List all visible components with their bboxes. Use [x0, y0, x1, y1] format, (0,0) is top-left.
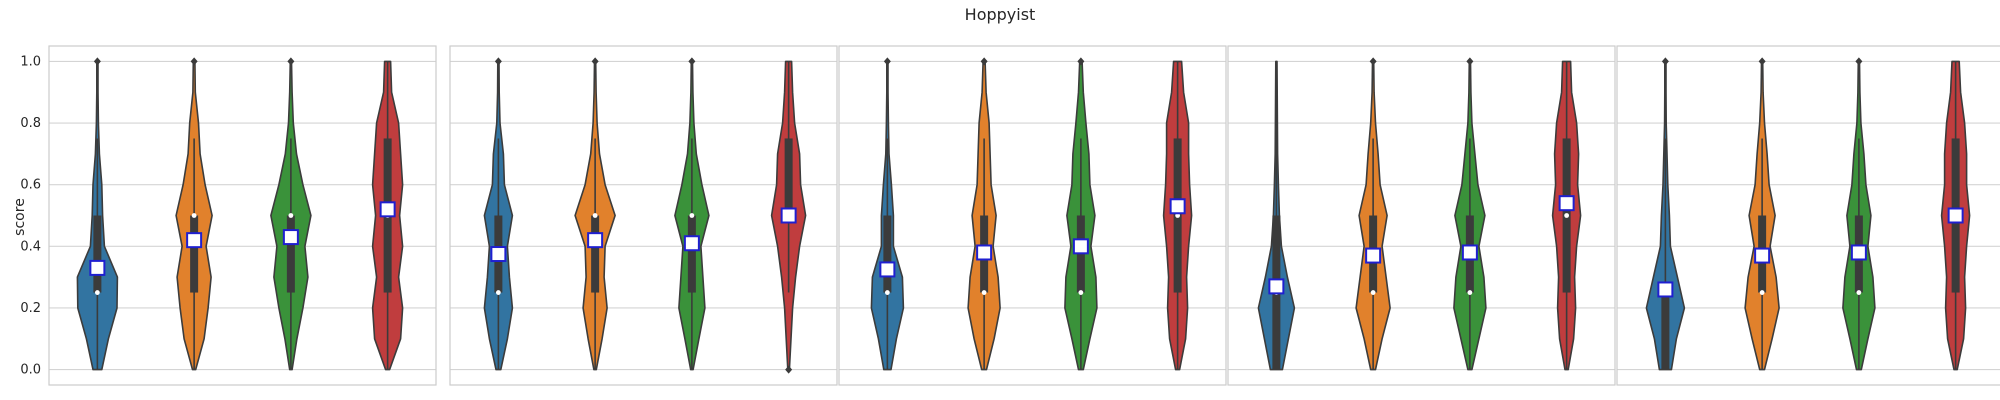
- violin-mean-marker: [89, 259, 106, 276]
- violin-outlier: [1661, 57, 1669, 66]
- violin-mean-marker: [379, 201, 396, 218]
- violin-mean-marker: [282, 229, 299, 246]
- violin-mean-marker: [1558, 195, 1575, 212]
- violin-median: [1175, 213, 1181, 218]
- violin-iqr-box: [687, 215, 696, 293]
- violin-median: [288, 213, 294, 218]
- violin-outlier: [93, 57, 101, 66]
- violin-mean-marker: [1072, 238, 1089, 255]
- y-axis-label: score: [12, 198, 28, 236]
- violin-median: [1370, 290, 1376, 295]
- violin-mean-marker: [1947, 207, 1964, 224]
- panel-frame: [449, 45, 838, 386]
- violin-iqr-box: [1661, 292, 1670, 370]
- violin-median: [592, 213, 598, 218]
- violin-median: [191, 213, 197, 218]
- violin-mean-marker: [490, 246, 507, 263]
- violin-mean-marker: [976, 244, 993, 261]
- violin-mean-marker: [1461, 244, 1478, 261]
- panel-5: [1616, 45, 2000, 386]
- violin-iqr-box: [93, 215, 102, 293]
- violin-mean-marker: [1850, 244, 1867, 261]
- y-tick-label: 1.0: [20, 54, 41, 69]
- panel-frame: [838, 45, 1227, 386]
- violin-median: [1467, 290, 1473, 295]
- violin-mean-marker: [186, 232, 203, 249]
- violin-median: [495, 290, 501, 295]
- y-tick-label: 0.6: [20, 178, 41, 193]
- violin-mean-marker: [683, 235, 700, 252]
- violin-iqr-box: [591, 215, 600, 293]
- violin-mean-marker: [879, 261, 896, 278]
- violin-mean-marker: [1365, 247, 1382, 264]
- violin-median: [1759, 290, 1765, 295]
- y-tick-label: 0.2: [20, 301, 41, 316]
- violin-outlier: [1855, 57, 1863, 66]
- violin-outlier: [591, 57, 599, 66]
- violin-median: [981, 290, 987, 295]
- violin-mean-marker: [1657, 281, 1674, 298]
- violin-mean-marker: [780, 207, 797, 224]
- violin-mean-marker: [1268, 278, 1285, 295]
- violin-outlier: [785, 365, 793, 374]
- panel-3: [838, 45, 1227, 386]
- chart-title: Hoppyist: [965, 5, 1036, 24]
- y-tick-label: 0.0: [20, 363, 41, 378]
- violin-median: [884, 290, 890, 295]
- panel-2: [449, 45, 838, 386]
- panel-frame: [48, 45, 437, 386]
- violin-outlier: [1077, 57, 1085, 66]
- violin-median: [1856, 290, 1862, 295]
- violin-median: [94, 290, 100, 295]
- violin-mean-marker: [1754, 247, 1771, 264]
- panel-4: [1227, 45, 1616, 386]
- violin-median: [1078, 290, 1084, 295]
- violin-outlier: [494, 57, 502, 66]
- violin-iqr-box: [883, 215, 892, 293]
- violin-outlier: [190, 57, 198, 66]
- violin-iqr-box: [784, 138, 793, 216]
- panel-frame: [1227, 45, 1616, 386]
- violin-outlier: [287, 57, 295, 66]
- violin-outlier: [1466, 57, 1474, 66]
- panel-1: [48, 45, 437, 386]
- violin-outlier: [883, 57, 891, 66]
- y-tick-label: 0.4: [20, 239, 41, 254]
- violin-mean-marker: [1169, 198, 1186, 215]
- violin-outlier: [688, 57, 696, 66]
- panels-group: 0.0 0.2 0.4 0.6 0.8 1.0: [20, 45, 2000, 386]
- violin-median: [689, 213, 695, 218]
- violin-outlier: [1758, 57, 1766, 66]
- panel-frame: [1616, 45, 2000, 386]
- violin-iqr-box: [190, 215, 199, 293]
- y-tick-label: 0.8: [20, 116, 41, 131]
- violin-median: [1564, 213, 1570, 218]
- violin-iqr-box: [286, 215, 295, 293]
- violin-outlier: [1369, 57, 1377, 66]
- violin-mean-marker: [587, 232, 604, 249]
- violin-outlier: [980, 57, 988, 66]
